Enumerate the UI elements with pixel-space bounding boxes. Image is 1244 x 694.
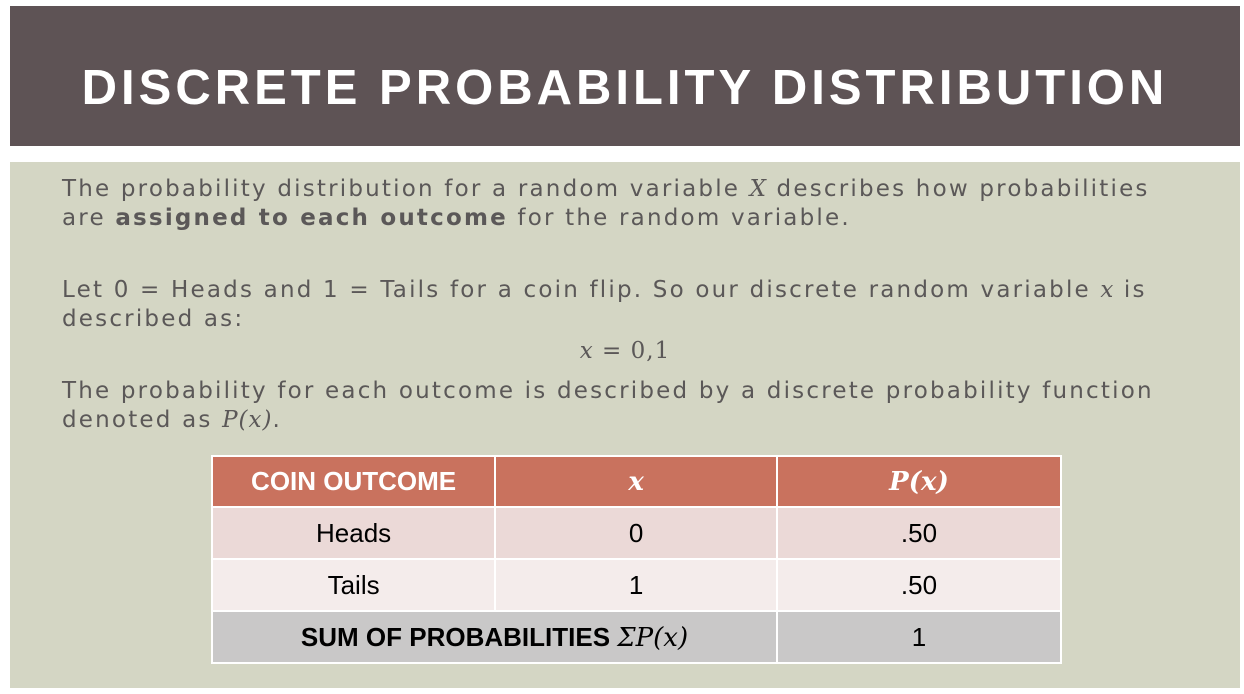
variable-symbol: x [1100, 277, 1115, 303]
sum-value-cell: 1 [776, 610, 1062, 664]
probability-function-text-2: . [272, 407, 282, 433]
equation-values: = 0,1 [593, 338, 671, 364]
probability-function-paragraph: The probability for each outcome is desc… [62, 377, 1192, 435]
definition-text-2: describes how probabilities are [62, 176, 1150, 231]
table-header-row: COIN OUTCOME x P(x) [210, 455, 1062, 508]
coin-flip-text-2: is described as: [62, 277, 1147, 332]
table-sum-row: SUM OF PROBABILITIES ΣP(x) 1 [210, 610, 1062, 664]
header-x: x [494, 455, 779, 508]
cell-probability: .50 [776, 558, 1062, 612]
sum-symbol: ΣP(x) [617, 622, 689, 653]
coin-flip-text-1: Let 0 = Heads and 1 = Tails for a coin f… [62, 277, 1101, 303]
header-coin-outcome: COIN OUTCOME [210, 455, 497, 508]
equation-variable: x [579, 338, 594, 364]
random-variable-symbol: X [749, 176, 768, 202]
coin-flip-paragraph: Let 0 = Heads and 1 = Tails for a coin f… [62, 276, 1192, 334]
table-row: Tails 1 .50 [210, 558, 1062, 612]
definition-emphasis: assigned to each outcome [115, 205, 508, 231]
definition-paragraph: The probability distribution for a rando… [62, 175, 1192, 233]
equation: x = 0,1 [10, 338, 1240, 364]
cell-x: 0 [494, 506, 779, 560]
sum-label-cell: SUM OF PROBABILITIES ΣP(x) [210, 610, 779, 664]
header-probability: P(x) [776, 455, 1062, 508]
cell-outcome: Heads [210, 506, 497, 560]
definition-text-1: The probability distribution for a rando… [62, 176, 750, 202]
slide-title: DISCRETE PROBABILITY DISTRIBUTION [81, 61, 1169, 115]
title-bar: DISCRETE PROBABILITY DISTRIBUTION [10, 6, 1240, 146]
cell-probability: .50 [776, 506, 1062, 560]
table-row: Heads 0 .50 [210, 506, 1062, 560]
cell-x: 1 [494, 558, 779, 612]
definition-text-3: for the random variable. [507, 205, 851, 231]
probability-function-symbol: P(x) [222, 407, 273, 433]
sum-label: SUM OF PROBABILITIES [300, 621, 618, 652]
probability-table: COIN OUTCOME x P(x) Heads 0 .50 Tails 1 … [210, 455, 1062, 664]
probability-function-text-1: The probability for each outcome is desc… [62, 378, 1154, 433]
cell-outcome: Tails [210, 558, 497, 612]
